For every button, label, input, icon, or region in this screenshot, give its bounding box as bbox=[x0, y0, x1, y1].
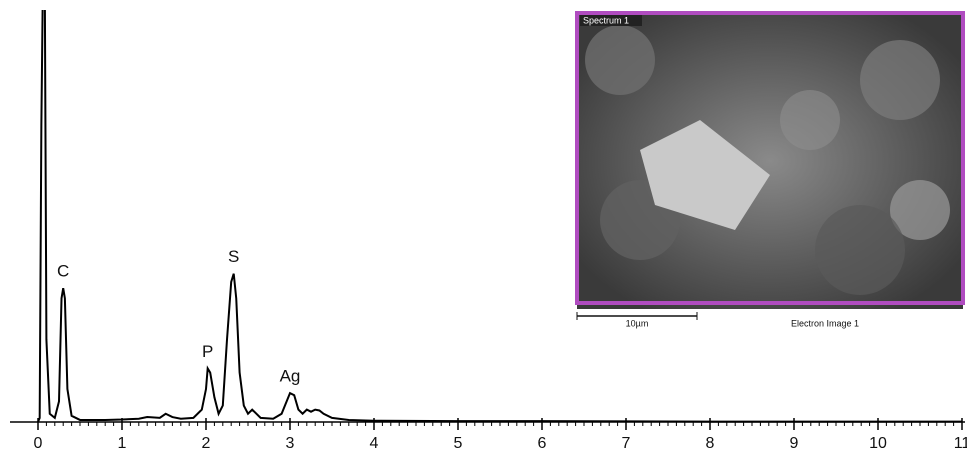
x-tick-label: 0 bbox=[34, 435, 43, 452]
chart: Spectrum 1 10µm Electron Image 1 0 1 2 3 4 5 6… bbox=[0, 0, 967, 464]
inset-caption: Electron Image 1 bbox=[791, 318, 859, 328]
x-tick-label: 7 bbox=[622, 435, 631, 452]
scale-bar-label: 10µm bbox=[626, 318, 649, 328]
sem-image: Spectrum 1 10µm Electron Image 1 bbox=[577, 13, 963, 328]
x-tick-label: 6 bbox=[538, 435, 547, 452]
peak-label: P bbox=[202, 342, 213, 361]
x-tick-label: 2 bbox=[202, 435, 211, 452]
peak-label: S bbox=[228, 247, 239, 266]
x-tick-label: 3 bbox=[286, 435, 295, 452]
peak-label: Ag bbox=[280, 367, 301, 386]
x-tick-label: 11 bbox=[954, 435, 967, 452]
x-tick-label: 8 bbox=[706, 435, 715, 452]
x-tick-label: 9 bbox=[790, 435, 799, 452]
inset-label: Spectrum 1 bbox=[583, 15, 629, 25]
x-tick-label: 5 bbox=[454, 435, 463, 452]
x-tick-label: 10 bbox=[869, 435, 887, 452]
x-tick-label: 1 bbox=[118, 435, 127, 452]
peak-label: C bbox=[57, 262, 69, 281]
x-tick-label: 4 bbox=[370, 435, 379, 452]
